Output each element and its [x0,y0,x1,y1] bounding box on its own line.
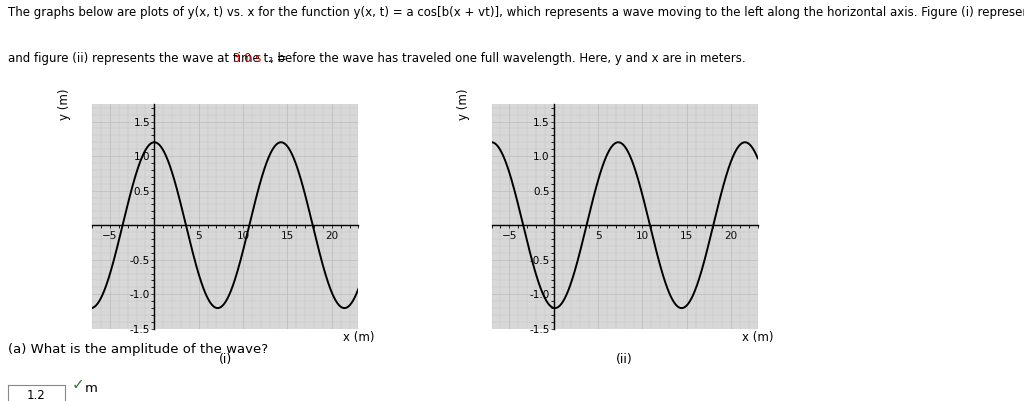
Y-axis label: y (m): y (m) [58,89,71,120]
Text: and figure (ii) represents the wave at time t₂ =: and figure (ii) represents the wave at t… [8,52,291,65]
Text: (a) What is the amplitude of the wave?: (a) What is the amplitude of the wave? [8,343,268,356]
Text: , before the wave has traveled one full wavelength. Here, y and x are in meters.: , before the wave has traveled one full … [270,52,745,65]
Text: (ii): (ii) [616,353,633,366]
Text: ✓: ✓ [72,377,84,393]
X-axis label: x (m): x (m) [343,331,374,344]
Text: The graphs below are plots of y(x, t) vs. x for the function y(x, t) = a cos[b(x: The graphs below are plots of y(x, t) vs… [8,6,1024,19]
Text: m: m [85,383,98,395]
Y-axis label: y (m): y (m) [458,89,470,120]
Text: (i): (i) [219,353,231,366]
X-axis label: x (m): x (m) [742,331,773,344]
Text: 1.2: 1.2 [27,389,46,401]
Text: 3.0 s: 3.0 s [233,52,262,65]
